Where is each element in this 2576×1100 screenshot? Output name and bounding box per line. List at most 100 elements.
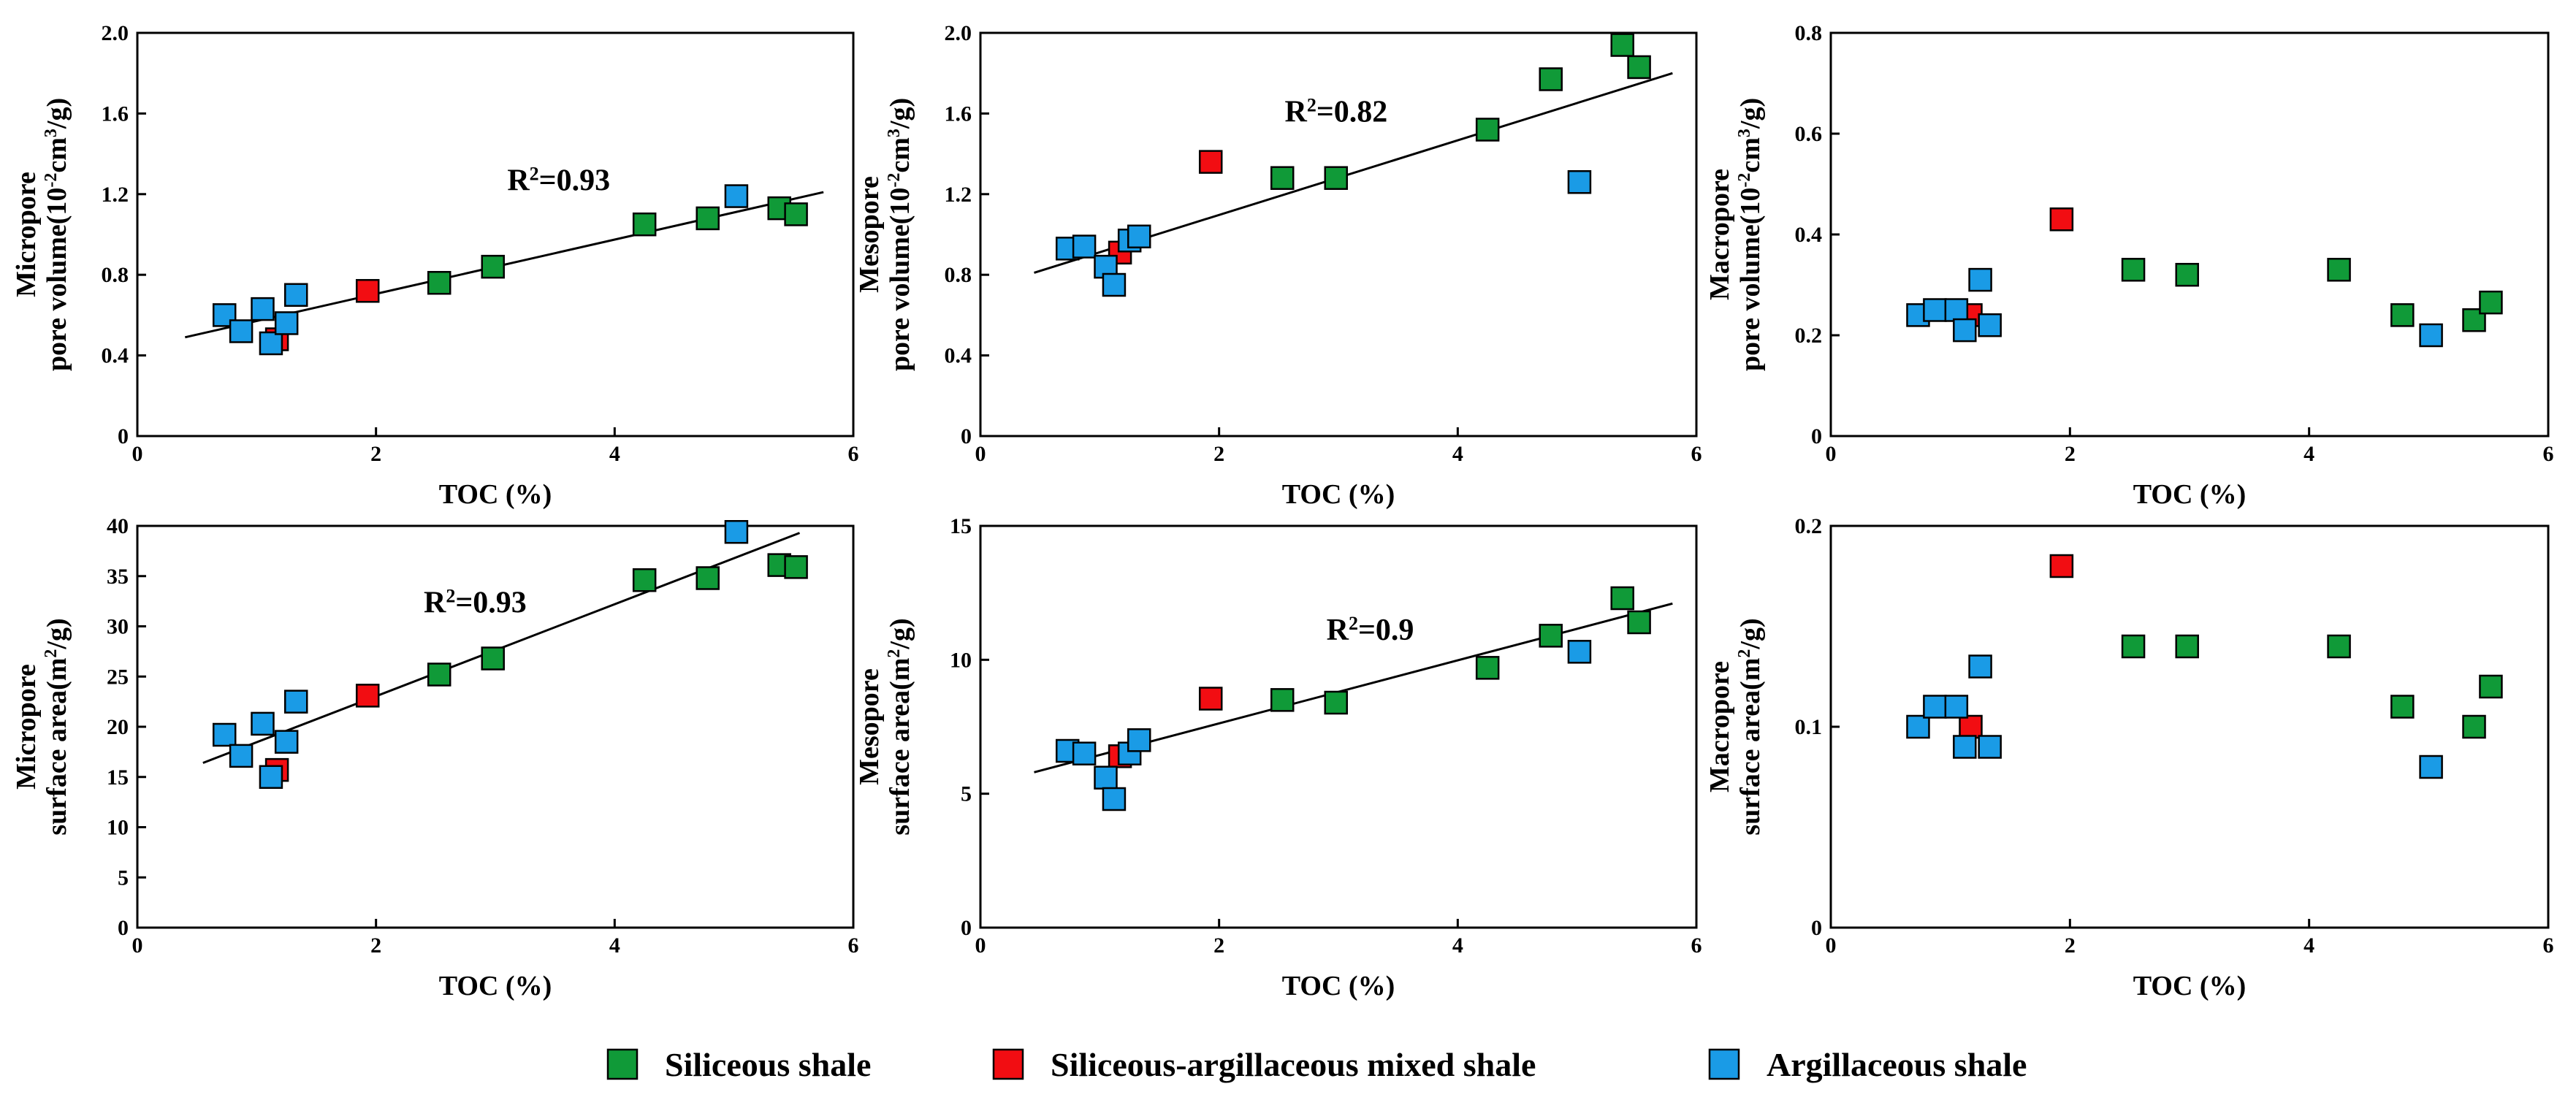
y-axis-label-line2: pore volume(10-2cm3/g)	[885, 98, 915, 371]
y-tick-label: 1.6	[102, 102, 129, 126]
r-squared-superscript: 2	[1349, 612, 1358, 633]
data-point-siliceous	[696, 206, 720, 231]
panel-macropore-volume: 0 2 4 6 0 0.2 0.4 0.6 0.8 TOC (%) Macropore pore vo…	[1704, 21, 2554, 510]
data-point-argillaceous	[259, 765, 283, 789]
y-axis-label-line2: surface area(m2/g)	[885, 618, 915, 835]
r-squared-value: =0.93	[539, 164, 610, 197]
y-tick-label: 1.6	[945, 102, 972, 126]
data-point-siliceous	[784, 555, 808, 579]
data-point-siliceous	[1539, 67, 1563, 91]
x-tick-label: 6	[1691, 442, 1702, 466]
data-point-siliceous	[1475, 656, 1500, 680]
data-point-argillaceous	[1102, 272, 1127, 297]
data-point-argillaceous	[229, 744, 254, 768]
data-point-siliceous	[1539, 624, 1563, 648]
data-point-siliceous	[2175, 262, 2199, 287]
r-squared-superscript: 2	[530, 163, 539, 184]
data-point-argillaceous	[283, 283, 308, 308]
y-axis-label-superscript: -2	[42, 173, 61, 188]
y-axis-label-superscript: -2	[885, 173, 904, 188]
data-point-argillaceous	[1127, 728, 1151, 752]
data-point-siliceous	[2479, 674, 2503, 699]
y-tick-label: 0.6	[1795, 122, 1823, 146]
y-tick-label: 15	[950, 514, 972, 538]
data-point-mixed	[355, 279, 380, 303]
data-point-siliceous	[1610, 586, 1634, 611]
y-tick-label: 1.2	[102, 183, 129, 207]
y-tick-label: 10	[107, 816, 129, 840]
y-axis-label-part: surface area(m	[885, 658, 915, 836]
data-point-siliceous	[481, 646, 505, 671]
data-point-siliceous	[1324, 690, 1348, 715]
data-point-argillaceous	[1968, 654, 1992, 679]
plot-frame	[1829, 524, 2550, 929]
y-axis-label-line2: surface area(m2/g)	[1735, 618, 1766, 835]
data-point-argillaceous	[1567, 169, 1592, 194]
x-tick-label: 4	[609, 933, 620, 958]
x-tick-label: 4	[1452, 442, 1463, 466]
data-point-mixed	[1198, 150, 1223, 174]
r-squared-symbol: R	[1327, 614, 1349, 647]
data-point-argillaceous	[1944, 298, 1969, 322]
r-squared-label: R2=0.93	[507, 163, 610, 198]
r-squared-superscript: 2	[1307, 94, 1316, 115]
y-tick-label: 0	[1811, 424, 1822, 448]
data-point-siliceous	[2121, 634, 2146, 659]
data-point-siliceous	[1324, 166, 1348, 190]
data-point-siliceous	[696, 566, 720, 590]
x-tick-label: 0	[975, 442, 986, 466]
data-point-argillaceous	[259, 331, 283, 356]
data-point-siliceous	[1610, 33, 1634, 57]
y-tick-label: 40	[107, 514, 129, 538]
data-point-siliceous	[2175, 634, 2199, 659]
y-tick-label: 1.2	[945, 183, 972, 207]
x-axis-label: TOC (%)	[439, 971, 552, 1001]
plot-frame	[979, 524, 1698, 929]
y-axis-label-line1: Macropore	[1704, 661, 1735, 792]
data-point-argillaceous	[1127, 224, 1151, 249]
legend-label-siliceous: Siliceous shale	[665, 1046, 871, 1083]
y-axis-label-superscript: 2	[42, 649, 61, 658]
data-point-argillaceous	[1923, 695, 1947, 719]
y-axis-label-part: pore volume(10	[885, 188, 915, 372]
data-point-siliceous	[427, 662, 451, 687]
y-tick-label: 0.4	[1795, 223, 1823, 247]
data-point-siliceous	[2121, 258, 2146, 282]
y-axis-label-part: /g)	[885, 618, 915, 649]
y-axis-label-line1: Micropore	[11, 172, 42, 297]
r-squared-label: R2=0.9	[1327, 612, 1414, 647]
data-point-argillaceous	[1567, 640, 1592, 664]
legend-swatch-argillaceous	[1708, 1048, 1740, 1080]
data-point-argillaceous	[1072, 741, 1097, 765]
r-squared-value: =0.9	[1358, 614, 1414, 647]
data-point-argillaceous	[212, 303, 237, 327]
y-axis-label-superscript: -2	[1735, 173, 1754, 188]
x-tick-label: 0	[132, 442, 143, 466]
y-axis-label-line1: Mesopore	[854, 176, 885, 293]
y-axis-label-line2: pore volume(10-2cm3/g)	[42, 98, 72, 371]
y-tick-label: 35	[107, 565, 129, 589]
data-point-mixed	[1198, 687, 1223, 711]
data-point-siliceous	[2327, 634, 2351, 659]
y-tick-label: 0	[961, 424, 972, 448]
data-point-mixed	[2049, 554, 2074, 578]
x-tick-label: 0	[132, 933, 143, 958]
y-tick-label: 0	[1811, 916, 1822, 940]
r-squared-value: =0.82	[1316, 95, 1387, 129]
y-axis-label-part: cm	[1735, 137, 1766, 173]
data-point-argillaceous	[1094, 765, 1118, 790]
data-point-argillaceous	[724, 520, 749, 544]
y-axis-label-part: /g)	[42, 98, 72, 129]
x-tick-label: 4	[609, 442, 620, 466]
legend: Siliceous shale Siliceous-argillaceous mi…	[606, 1046, 2027, 1083]
data-point-argillaceous	[229, 319, 254, 343]
data-point-siliceous	[2390, 303, 2415, 327]
y-axis-label-line2: surface area(m2/g)	[42, 618, 72, 835]
data-point-argillaceous	[251, 297, 275, 321]
y-tick-label: 25	[107, 665, 129, 689]
data-point-mixed	[1959, 714, 1983, 739]
data-point-argillaceous	[274, 730, 299, 754]
data-point-argillaceous	[2419, 323, 2443, 348]
y-axis-label-part: /g)	[42, 618, 72, 649]
x-tick-label: 2	[1213, 442, 1224, 466]
